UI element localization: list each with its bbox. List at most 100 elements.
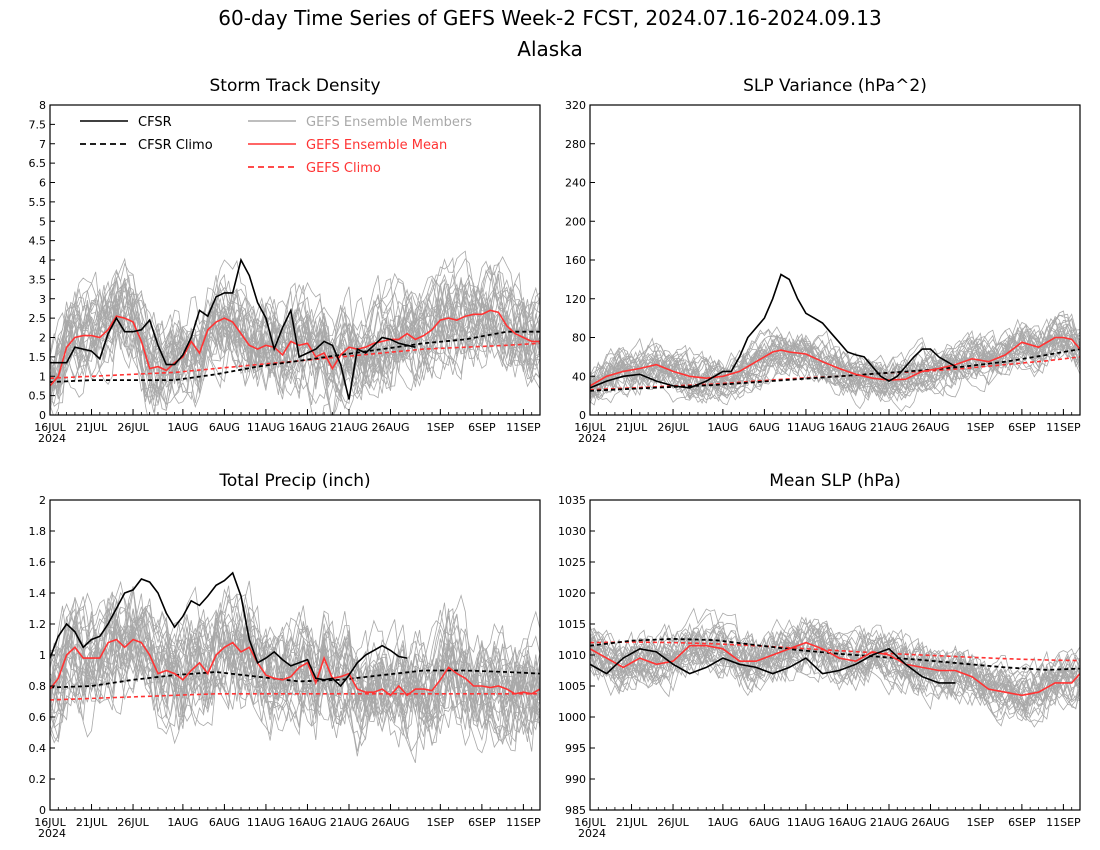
y-tick-label: 5.5: [29, 196, 47, 209]
series-line-gefs-ensemble-mean: [50, 638, 540, 697]
y-tick-label: 1010: [558, 649, 586, 662]
series-line-gefs-climo: [50, 692, 540, 701]
x-tick-label: 1AUG: [167, 421, 198, 434]
y-tick-label: 7.5: [29, 118, 47, 131]
series-line-cfsr: [50, 257, 416, 400]
x-tick-label: 1SEP: [427, 421, 455, 434]
y-tick-label: 0: [579, 409, 586, 422]
plot-area: [590, 273, 1080, 413]
y-tick-label: 0.4: [29, 742, 47, 755]
ensemble-member-line: [590, 624, 1080, 723]
ensemble-member-line: [590, 325, 1080, 397]
series-line-gefs-climo: [590, 641, 1080, 662]
y-tick-label: 0.8: [29, 680, 47, 693]
chart-panel: Storm Track Density 0 0.5 1 1.5 2 2.5 3 3.5 4 4.5 5…: [29, 76, 542, 445]
ensemble-member-line: [590, 310, 1080, 397]
series-line-gefs-ensemble-mean: [590, 336, 1080, 387]
x-tick-label: 16AUG: [288, 421, 326, 434]
ensemble-member-line: [50, 256, 540, 403]
ensemble-member-line: [590, 637, 1080, 702]
y-tick-label: 1.2: [29, 618, 47, 631]
x-tick-label: 16JUL: [34, 816, 66, 829]
y-tick-label: 3.5: [29, 273, 47, 286]
x-tick-label: 11AUG: [247, 421, 285, 434]
chart-panels: Storm Track Density 0 0.5 1 1.5 2 2.5 3 3.5 4 4.5 5…: [29, 76, 1082, 840]
series-line-gefs-climo: [50, 342, 540, 379]
ensemble-member-line: [590, 331, 1080, 397]
x-tick-label: 1SEP: [427, 816, 455, 829]
x-tick-label: 21AUG: [330, 816, 368, 829]
x-year-label: 2024: [38, 432, 66, 445]
ensemble-member-line: [50, 266, 540, 415]
ensemble-member-line: [590, 630, 1080, 718]
ensemble-member-line: [50, 580, 540, 748]
y-tick-label: 2.5: [29, 312, 47, 325]
x-tick-label: 11AUG: [787, 421, 825, 434]
x-tick-label: 26AUG: [911, 421, 949, 434]
chart-panel: SLP Variance (hPa^2) 0 40 80 120 160 200 240 280…: [565, 76, 1081, 445]
x-tick-label: 1SEP: [967, 421, 995, 434]
y-tick-label: 0.6: [29, 711, 47, 724]
series-line-cfsr: [590, 273, 956, 389]
x-tick-label: 21AUG: [870, 421, 908, 434]
y-tick-label: 1.6: [29, 556, 47, 569]
ensemble-member-line: [50, 588, 540, 744]
y-tick-label: 4: [39, 254, 46, 267]
y-tick-label: 4.5: [29, 235, 47, 248]
x-tick-label: 26AUG: [371, 421, 409, 434]
ensemble-member-line: [50, 274, 540, 415]
x-tick-label: 21JUL: [76, 816, 108, 829]
series-line-cfsr-climo: [590, 637, 1080, 671]
ensemble-member-line: [50, 250, 540, 399]
series-line-cfsr: [50, 571, 408, 688]
ensemble-member-line: [50, 591, 540, 737]
ensemble-member-line: [50, 275, 540, 413]
x-tick-label: 1AUG: [167, 816, 198, 829]
ensemble-member-line: [50, 604, 540, 741]
y-tick-label: 2: [39, 494, 46, 507]
ensemble-member-line: [50, 258, 540, 415]
legend-label: CFSR Climo: [138, 138, 213, 153]
x-tick-label: 26JUL: [657, 421, 689, 434]
ensemble-member-line: [590, 616, 1080, 712]
x-tick-label: 16AUG: [828, 421, 866, 434]
ensemble-member-line: [590, 636, 1080, 721]
y-tick-label: 1005: [558, 680, 586, 693]
plot-area: [50, 571, 540, 763]
x-tick-label: 1SEP: [967, 816, 995, 829]
plot-area: [590, 607, 1080, 728]
ensemble-member-line: [50, 271, 540, 391]
x-tick-label: 1AUG: [707, 816, 738, 829]
y-tick-label: 8: [39, 99, 46, 112]
x-tick-label: 11AUG: [247, 816, 285, 829]
series-line-cfsr: [590, 647, 956, 684]
ensemble-member-line: [50, 600, 540, 754]
x-tick-label: 16JUL: [574, 421, 606, 434]
legend-label: CFSR: [138, 115, 172, 130]
y-tick-label: 5: [39, 215, 46, 228]
y-tick-label: 1: [39, 649, 46, 662]
ensemble-member-line: [590, 318, 1080, 397]
x-year-label: 2024: [578, 432, 606, 445]
x-tick-label: 1AUG: [707, 421, 738, 434]
x-tick-label: 26JUL: [117, 816, 149, 829]
x-tick-label: 16JUL: [574, 816, 606, 829]
x-tick-label: 11SEP: [506, 421, 541, 434]
series-line-gefs-ensemble-mean: [590, 641, 1080, 697]
x-tick-label: 26JUL: [657, 816, 689, 829]
y-tick-label: 0: [39, 409, 46, 422]
panel-title: Storm Track Density: [209, 76, 380, 96]
y-tick-label: 280: [565, 138, 586, 151]
x-tick-label: 26AUG: [911, 816, 949, 829]
x-tick-label: 6SEP: [468, 816, 496, 829]
x-tick-label: 11SEP: [1046, 816, 1081, 829]
ensemble-member-line: [590, 621, 1080, 710]
y-tick-label: 1.8: [29, 525, 47, 538]
x-tick-label: 21AUG: [330, 421, 368, 434]
x-tick-label: 6SEP: [1008, 816, 1036, 829]
x-tick-label: 6SEP: [1008, 421, 1036, 434]
panel-title: Mean SLP (hPa): [769, 471, 901, 491]
y-tick-label: 200: [565, 215, 586, 228]
y-tick-label: 160: [565, 254, 586, 267]
